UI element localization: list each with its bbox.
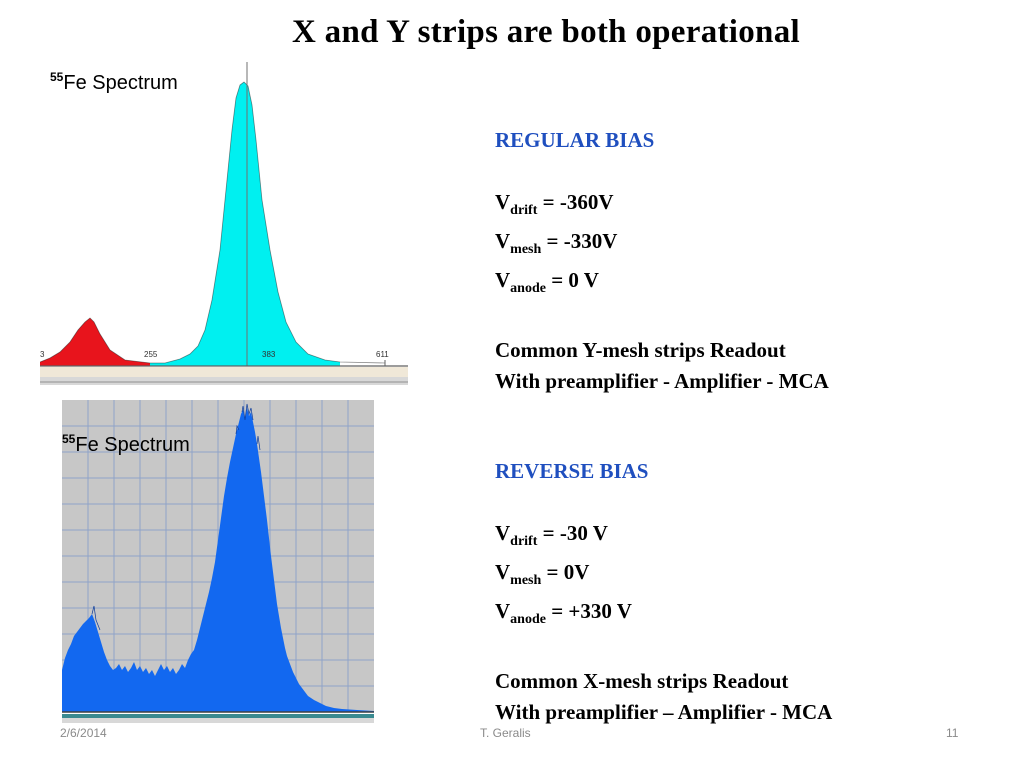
tick-label: 3 [40,350,45,359]
slide-title: X and Y strips are both operational [292,14,800,50]
regular-vdrift: Vdrift = -360V [495,190,614,218]
spectrum-top-label: 55Fe Spectrum [50,70,178,94]
footer-author: T. Geralis [480,726,531,740]
regular-bias-block: REGULAR BIAS Vdrift = -360V Vmesh = -330… [495,125,829,397]
reverse-vdrift: Vdrift = -30 V [495,521,608,549]
spectrum-bottom-label: 55Fe Spectrum [62,432,190,456]
tick-label: 255 [144,350,158,359]
footer-date: 2/6/2014 [60,726,107,740]
escape-peak-fill [40,318,150,366]
regular-readout-line-1: Common Y-mesh strips Readout [495,338,786,362]
reverse-bias-block: REVERSE BIAS Vdrift = -30 V Vmesh = 0V V… [495,456,832,728]
regular-vanode: Vanode = 0 V [495,268,599,296]
main-peak-fill [150,82,340,366]
regular-vmesh: Vmesh = -330V [495,229,618,257]
footer-page-number: 11 [946,726,959,740]
tick-label: 383 [262,350,276,359]
regular-readout-line-2: With preamplifier - Amplifier - MCA [495,369,829,393]
reverse-readout-line-1: Common X-mesh strips Readout [495,669,789,693]
tick-label: 611 [376,350,389,359]
reverse-vanode: Vanode = +330 V [495,599,632,627]
reverse-bias-header: REVERSE BIAS [495,459,649,483]
spectrum-top-plot: 3 255 383 611 [40,60,408,385]
reverse-readout-line-2: With preamplifier – Amplifier - MCA [495,700,833,724]
regular-bias-header: REGULAR BIAS [495,128,655,152]
spectrum-fill [62,408,374,712]
spectrum-bottom-plot [62,400,374,723]
reverse-vmesh: Vmesh = 0V [495,560,590,588]
